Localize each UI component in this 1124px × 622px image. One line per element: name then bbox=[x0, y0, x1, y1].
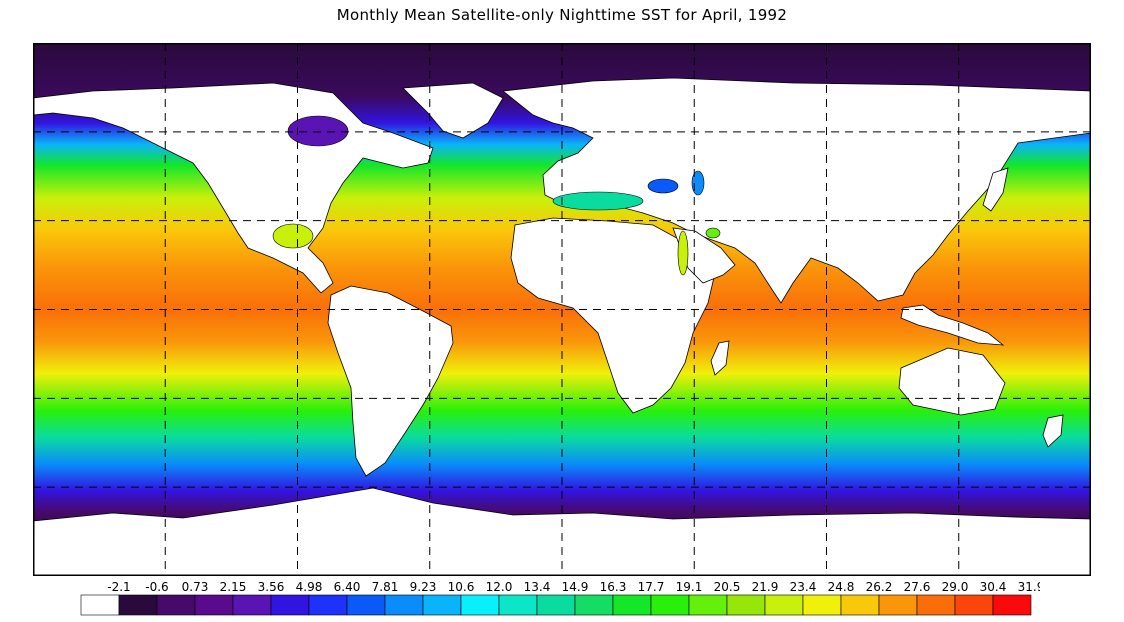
landmass-new-zealand bbox=[1042, 414, 1064, 448]
colorbar-swatch bbox=[764, 594, 804, 616]
colorbar-label: 0.73 bbox=[182, 580, 209, 594]
chart-title: Monthly Mean Satellite-only Nighttime SS… bbox=[336, 6, 788, 24]
colorbar-label: 4.98 bbox=[296, 580, 323, 594]
colorbar-swatch bbox=[574, 594, 614, 616]
colorbar-label: 21.9 bbox=[752, 580, 779, 594]
colorbar-swatch bbox=[80, 594, 120, 616]
colorbar-label: -0.6 bbox=[145, 580, 168, 594]
landmass-madagascar bbox=[710, 340, 730, 376]
map-border bbox=[33, 43, 1091, 576]
gulf-of-mexico bbox=[272, 223, 314, 249]
colorbar-label: 13.4 bbox=[524, 580, 551, 594]
inland-seas bbox=[272, 115, 721, 276]
colorbar-label: 3.56 bbox=[258, 580, 285, 594]
landmass-greenland bbox=[402, 82, 504, 139]
colorbar-swatch bbox=[726, 594, 766, 616]
colorbar-label: -2.1 bbox=[107, 580, 130, 594]
colorbar-label: 31.9 bbox=[1018, 580, 1040, 594]
colorbar-label: 16.3 bbox=[600, 580, 627, 594]
colorbar-swatch bbox=[346, 594, 386, 616]
mediterranean-sea bbox=[552, 191, 644, 211]
colorbar-swatch bbox=[118, 594, 158, 616]
hudson-bay bbox=[287, 115, 349, 147]
colorbar-swatch bbox=[422, 594, 462, 616]
colorbar-swatch bbox=[460, 594, 500, 616]
colorbar-labels: -2.1 -0.6 0.73 2.15 3.56 4.98 6.40 7.81 9.23 10.6… bbox=[107, 580, 1040, 594]
colorbar-label: 29.0 bbox=[942, 580, 969, 594]
red-sea bbox=[677, 230, 689, 276]
colorbar: -2.1 -0.6 0.73 2.15 3.56 4.98 6.40 7.81 9.23 10.6… bbox=[80, 580, 1040, 616]
colorbar-swatch bbox=[232, 594, 272, 616]
black-sea bbox=[647, 178, 679, 194]
colorbar-label: 9.23 bbox=[410, 580, 437, 594]
colorbar-label: 17.7 bbox=[638, 580, 665, 594]
colorbar-label: 19.1 bbox=[676, 580, 703, 594]
colorbar-label: 10.6 bbox=[448, 580, 475, 594]
colorbar-swatch bbox=[270, 594, 310, 616]
colorbar-swatch bbox=[194, 594, 234, 616]
landmass-eurasia bbox=[501, 77, 1091, 304]
colorbar-swatch bbox=[840, 594, 880, 616]
colorbar-swatch bbox=[878, 594, 918, 616]
colorbar-swatch bbox=[688, 594, 728, 616]
colorbar-swatch bbox=[802, 594, 842, 616]
colorbar-swatches bbox=[80, 594, 1032, 616]
landmass-japan bbox=[982, 167, 1009, 212]
colorbar-swatch bbox=[650, 594, 690, 616]
colorbar-swatch bbox=[612, 594, 652, 616]
colorbar-label: 27.6 bbox=[904, 580, 931, 594]
colorbar-swatch bbox=[308, 594, 348, 616]
colorbar-swatch bbox=[954, 594, 994, 616]
colorbar-swatch bbox=[916, 594, 956, 616]
colorbar-label: 7.81 bbox=[372, 580, 399, 594]
landmass-indonesia bbox=[900, 304, 1005, 346]
colorbar-label: 20.5 bbox=[714, 580, 741, 594]
colorbar-swatch bbox=[384, 594, 424, 616]
colorbar-label: 14.9 bbox=[562, 580, 589, 594]
colorbar-label: 24.8 bbox=[828, 580, 855, 594]
colorbar-label: 23.4 bbox=[790, 580, 817, 594]
colorbar-label: 26.2 bbox=[866, 580, 893, 594]
colorbar-swatch bbox=[992, 594, 1032, 616]
sst-map bbox=[33, 43, 1091, 576]
colorbar-swatch bbox=[498, 594, 538, 616]
persian-gulf bbox=[705, 227, 721, 239]
colorbar-swatch bbox=[536, 594, 576, 616]
colorbar-swatch bbox=[156, 594, 196, 616]
landmass-south-america bbox=[327, 285, 454, 477]
landmass-africa bbox=[510, 217, 716, 414]
caspian-sea bbox=[691, 170, 705, 196]
colorbar-label: 2.15 bbox=[220, 580, 247, 594]
landmass-arabia bbox=[672, 227, 736, 284]
colorbar-label: 6.40 bbox=[334, 580, 361, 594]
colorbar-label: 12.0 bbox=[486, 580, 513, 594]
graticule bbox=[33, 43, 1091, 576]
colorbar-label: 30.4 bbox=[980, 580, 1007, 594]
